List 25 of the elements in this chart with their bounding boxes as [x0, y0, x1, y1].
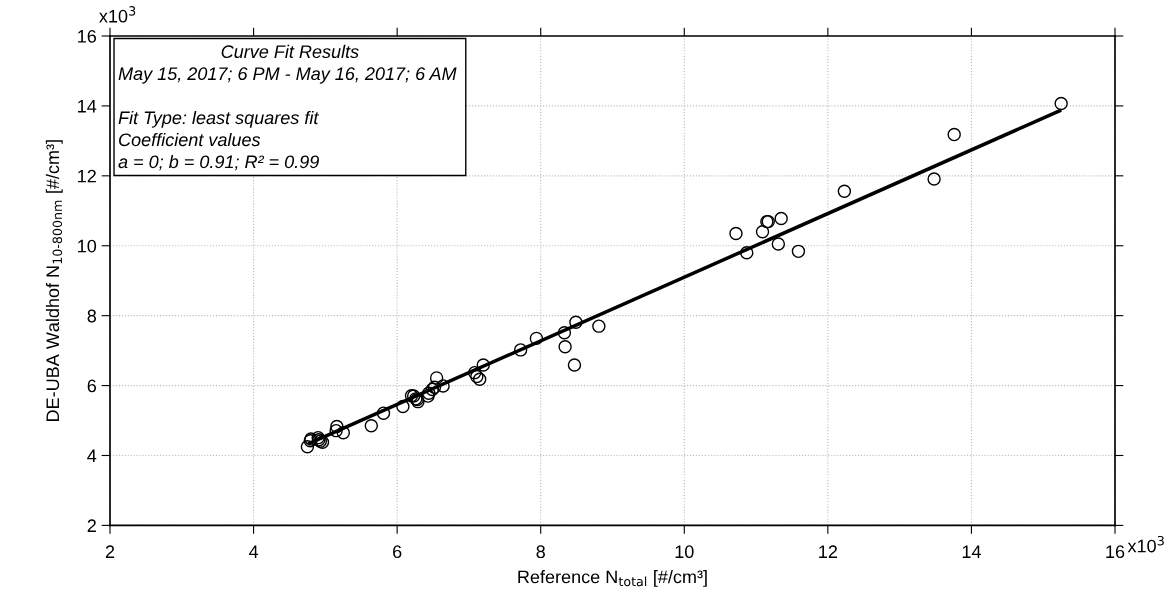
y-tick-label: 14 [78, 100, 97, 113]
x-tick-label: 16 [1106, 545, 1125, 559]
annotation: May 15, 2017; 6 PM - May 16, 2017; 6 AM [118, 67, 457, 84]
annotation: a = 0; b = 0.91; R² = 0.99 [118, 154, 319, 171]
x-axis-title: Reference N$_{total}$ [#/cm³] [518, 570, 707, 587]
text: x10$^{3}$ [1127, 535, 1164, 553]
x-tick-label: 2 [105, 545, 115, 558]
y-tick-label: 16 [78, 29, 97, 43]
y-tick-label: 4 [87, 449, 97, 463]
x-tick-label: 10 [675, 545, 694, 559]
x-tick-label: 8 [536, 545, 545, 559]
y-axis-title: DE-UBA Waldhof N$_{10-800nm}$ [#/cm³] [45, 140, 63, 421]
x-tick-label: 6 [393, 545, 402, 559]
x-tick-label: 4 [248, 545, 259, 558]
y-tick-label: 12 [78, 169, 96, 183]
annotation: Curve Fit Results [221, 44, 359, 59]
annotation: Coefficient values [119, 132, 261, 147]
text: x10$^{3}$ [99, 6, 136, 23]
y-tick-label: 6 [87, 379, 97, 393]
y-tick-label: 8 [87, 309, 97, 323]
annotation: Fit Type: least squares fit [118, 110, 320, 128]
y-tick-label: 2 [87, 519, 96, 532]
x-tick-label: 14 [962, 545, 981, 558]
y-tick-label: 10 [78, 239, 97, 253]
x-tick-label: 12 [819, 545, 837, 558]
